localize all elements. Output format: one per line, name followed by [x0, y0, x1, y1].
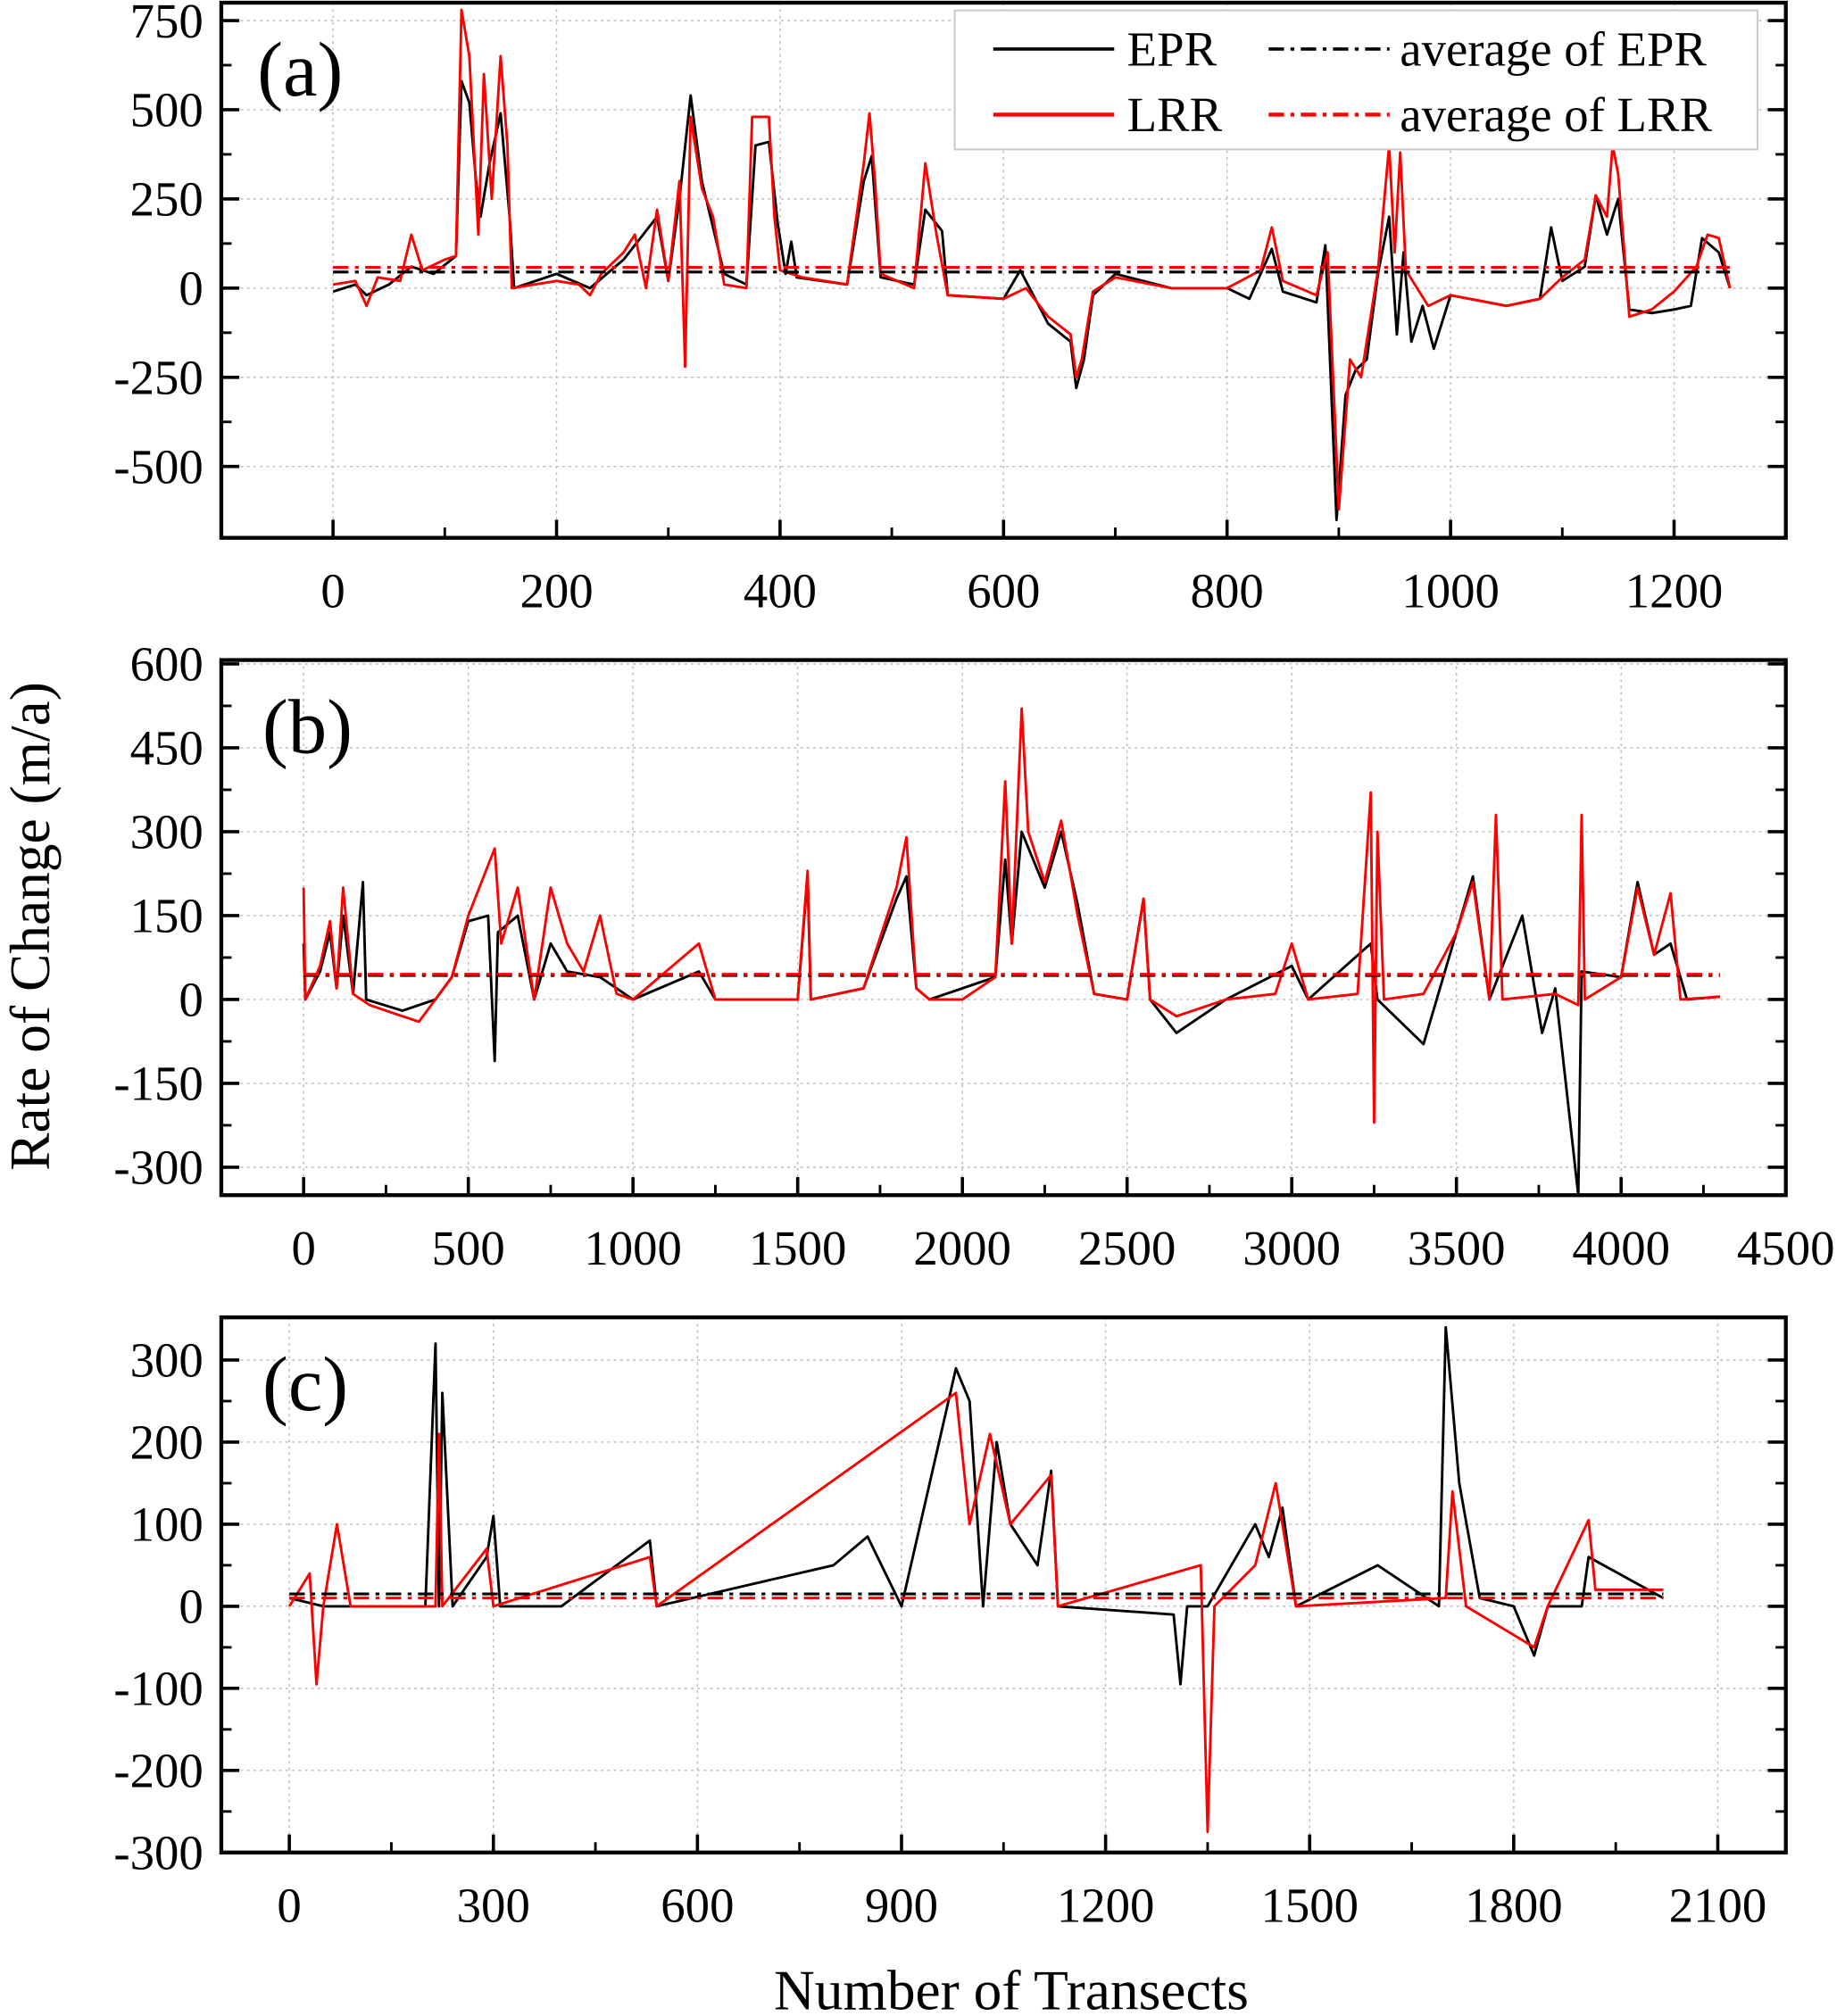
- x-tick-label: 1200: [1625, 563, 1724, 618]
- x-tick-label: 2500: [1078, 1221, 1176, 1275]
- x-tick-label: 1800: [1465, 1879, 1563, 1933]
- x-tick-label: 200: [519, 563, 593, 618]
- y-tick-label: 100: [130, 1497, 204, 1552]
- legend-label-avg-epr: average of EPR: [1400, 22, 1707, 77]
- y-tick-label: 600: [130, 637, 204, 692]
- y-tick-label: 150: [130, 889, 204, 943]
- x-tick-label: 400: [744, 563, 817, 618]
- legend-label-epr: EPR: [1127, 22, 1218, 77]
- legend-label-avg-lrr: average of LRR: [1400, 87, 1712, 142]
- x-tick-label: 500: [432, 1221, 505, 1275]
- y-axis-title: Rate of Change (m/a): [0, 682, 62, 1171]
- x-tick-label: 1000: [1401, 563, 1500, 618]
- y-tick-label: -150: [113, 1057, 203, 1111]
- y-tick-label: -300: [113, 1826, 203, 1880]
- y-tick-label: -500: [113, 439, 203, 494]
- y-tick-label: 450: [130, 721, 204, 776]
- x-tick-label: 300: [457, 1879, 530, 1933]
- series-line-epr: [288, 1325, 1665, 1686]
- x-tick-label: 0: [291, 1221, 315, 1275]
- x-tick-label: 1500: [1260, 1879, 1359, 1933]
- y-tick-label: -250: [113, 351, 203, 405]
- x-tick-label: 0: [320, 563, 345, 618]
- x-tick-label: 2100: [1669, 1879, 1767, 1933]
- x-tick-label: 2000: [913, 1221, 1011, 1275]
- panel-label: (b): [262, 684, 353, 769]
- y-tick-label: 300: [130, 1333, 204, 1388]
- y-tick-label: 0: [179, 973, 203, 1027]
- x-tick-label: 600: [661, 1879, 734, 1933]
- y-tick-label: 0: [179, 1580, 203, 1634]
- x-tick-label: 900: [865, 1879, 938, 1933]
- y-tick-label: 0: [179, 261, 203, 316]
- x-tick-label: 4500: [1737, 1221, 1835, 1275]
- y-tick-label: 250: [130, 172, 204, 227]
- series-line-lrr: [302, 707, 1720, 1124]
- panel-c: 0 300 600 900 1200 1500 1800 2100 -300 -200 -100 0 1…: [113, 1315, 1788, 1933]
- series-line-lrr: [287, 1391, 1664, 1834]
- panel-a: 0 200 400 600 800 1000 1200 -500 -250 0 250 500 750 (…: [113, 0, 1788, 618]
- panel-label: (c): [262, 1341, 348, 1427]
- x-tick-label: 1200: [1057, 1879, 1155, 1933]
- x-tick-label: 0: [277, 1879, 301, 1933]
- series-line-epr: [302, 830, 1721, 1196]
- panel-label: (a): [257, 27, 343, 112]
- y-tick-label: -100: [113, 1662, 203, 1716]
- y-tick-label: 750: [130, 0, 204, 48]
- x-axis-title: Number of Transects: [774, 1959, 1249, 2016]
- y-tick-label: -300: [113, 1141, 203, 1195]
- x-tick-label: 3500: [1408, 1221, 1506, 1275]
- y-tick-label: 500: [130, 83, 204, 137]
- x-tick-label: 1500: [749, 1221, 847, 1275]
- x-tick-label: 3000: [1242, 1221, 1341, 1275]
- series-line-lrr: [332, 8, 1732, 511]
- y-tick-label: 200: [130, 1415, 204, 1470]
- x-tick-label: 600: [967, 563, 1040, 618]
- panel-b: 0 500 1000 1500 2000 2500 3000 3500 4000 4500-300…: [113, 637, 1834, 1275]
- plot-frame: [219, 1315, 1788, 1854]
- x-tick-label: 800: [1191, 563, 1264, 618]
- x-tick-label: 4000: [1572, 1221, 1670, 1275]
- y-tick-label: -200: [113, 1744, 203, 1798]
- plot-frame: [219, 658, 1788, 1198]
- legend-label-lrr: LRR: [1127, 87, 1223, 142]
- y-tick-label: 300: [130, 805, 204, 859]
- legend: EPR LRR average of EPR average of LRR: [953, 9, 1759, 151]
- x-tick-label: 1000: [584, 1221, 682, 1275]
